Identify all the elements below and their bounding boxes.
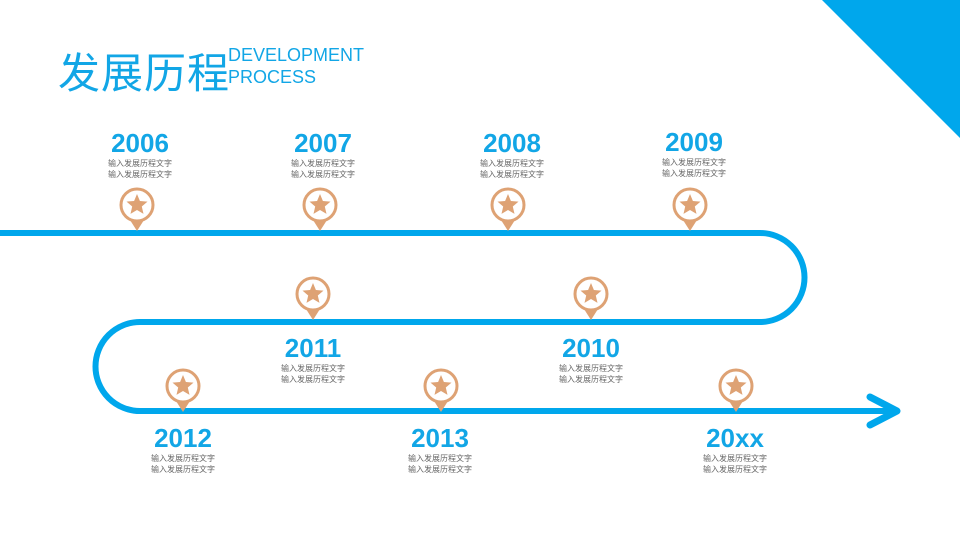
milestone-2008: 2008 输入发展历程文字 输入发展历程文字 xyxy=(442,128,582,180)
milestone-desc-line-1: 输入发展历程文字 xyxy=(480,159,544,168)
milestone-desc-line-1: 输入发展历程文字 xyxy=(662,158,726,167)
pin-marker-icon xyxy=(423,368,459,412)
milestone-year: 2013 xyxy=(411,423,469,453)
pin-marker-icon xyxy=(490,187,526,231)
pin-marker-icon xyxy=(295,276,331,320)
milestone-desc-line-2: 输入发展历程文字 xyxy=(281,375,345,384)
milestone-year: 2006 xyxy=(111,128,169,158)
subtitle-line-1: DEVELOPMENT xyxy=(228,45,365,65)
star-icon xyxy=(430,375,452,395)
milestone-desc-line-1: 输入发展历程文字 xyxy=(151,454,215,463)
pin-marker-icon xyxy=(718,368,754,412)
milestone-2006: 2006 输入发展历程文字 输入发展历程文字 xyxy=(70,128,210,180)
star-icon xyxy=(302,283,324,303)
milestone-year: 2011 xyxy=(284,333,342,363)
pin-marker-icon xyxy=(165,368,201,412)
milestone-year: 2008 xyxy=(483,128,541,158)
star-icon xyxy=(309,194,331,214)
milestone-desc-line-2: 输入发展历程文字 xyxy=(480,170,544,179)
milestone-year: 2012 xyxy=(154,423,212,453)
star-icon xyxy=(725,375,747,395)
milestone-desc-line-2: 输入发展历程文字 xyxy=(559,375,623,384)
pin-marker-icon xyxy=(119,187,155,231)
milestone-2011: 2011 输入发展历程文字 输入发展历程文字 xyxy=(243,333,383,385)
subtitle-line-2: PROCESS xyxy=(228,67,317,87)
milestone-desc-line-1: 输入发展历程文字 xyxy=(559,364,623,373)
milestone-2009: 2009 输入发展历程文字 输入发展历程文字 xyxy=(624,127,764,179)
pin-marker-icon xyxy=(672,187,708,231)
milestone-year: 2009 xyxy=(665,127,723,157)
star-icon xyxy=(679,194,701,214)
milestone-desc-line-1: 输入发展历程文字 xyxy=(281,364,345,373)
milestone-2010: 2010 输入发展历程文字 输入发展历程文字 xyxy=(521,333,661,385)
star-icon xyxy=(497,194,519,214)
pin-marker-icon xyxy=(573,276,609,320)
page-subtitle: DEVELOPMENT PROCESS xyxy=(228,44,364,88)
page-title: 发展历程 xyxy=(58,49,231,98)
milestone-year: 2010 xyxy=(562,333,620,363)
star-icon xyxy=(172,375,194,395)
timeline-path xyxy=(0,230,893,414)
milestone-desc-line-2: 输入发展历程文字 xyxy=(108,170,172,179)
milestone-year: 2007 xyxy=(294,128,352,158)
milestone-2007: 2007 输入发展历程文字 输入发展历程文字 xyxy=(253,128,393,180)
milestone-desc-line-2: 输入发展历程文字 xyxy=(662,169,726,178)
milestone-desc-line-2: 输入发展历程文字 xyxy=(151,465,215,474)
arrow-head-icon xyxy=(866,393,901,429)
milestone-desc-line-2: 输入发展历程文字 xyxy=(408,465,472,474)
milestone-desc-line-1: 输入发展历程文字 xyxy=(108,159,172,168)
milestone-desc-line-1: 输入发展历程文字 xyxy=(408,454,472,463)
star-icon xyxy=(126,194,148,214)
milestone-desc-line-1: 输入发展历程文字 xyxy=(703,454,767,463)
milestone-year: 20xx xyxy=(706,423,764,453)
star-icon xyxy=(580,283,602,303)
milestone-desc-line-2: 输入发展历程文字 xyxy=(291,170,355,179)
milestone-2012: 2012 输入发展历程文字 输入发展历程文字 xyxy=(113,423,253,475)
corner-decoration xyxy=(822,0,960,138)
pin-marker-icon xyxy=(302,187,338,231)
milestone-20xx: 20xx 输入发展历程文字 输入发展历程文字 xyxy=(665,423,805,475)
milestone-desc-line-1: 输入发展历程文字 xyxy=(291,159,355,168)
milestone-2013: 2013 输入发展历程文字 输入发展历程文字 xyxy=(370,423,510,475)
milestone-desc-line-2: 输入发展历程文字 xyxy=(703,465,767,474)
